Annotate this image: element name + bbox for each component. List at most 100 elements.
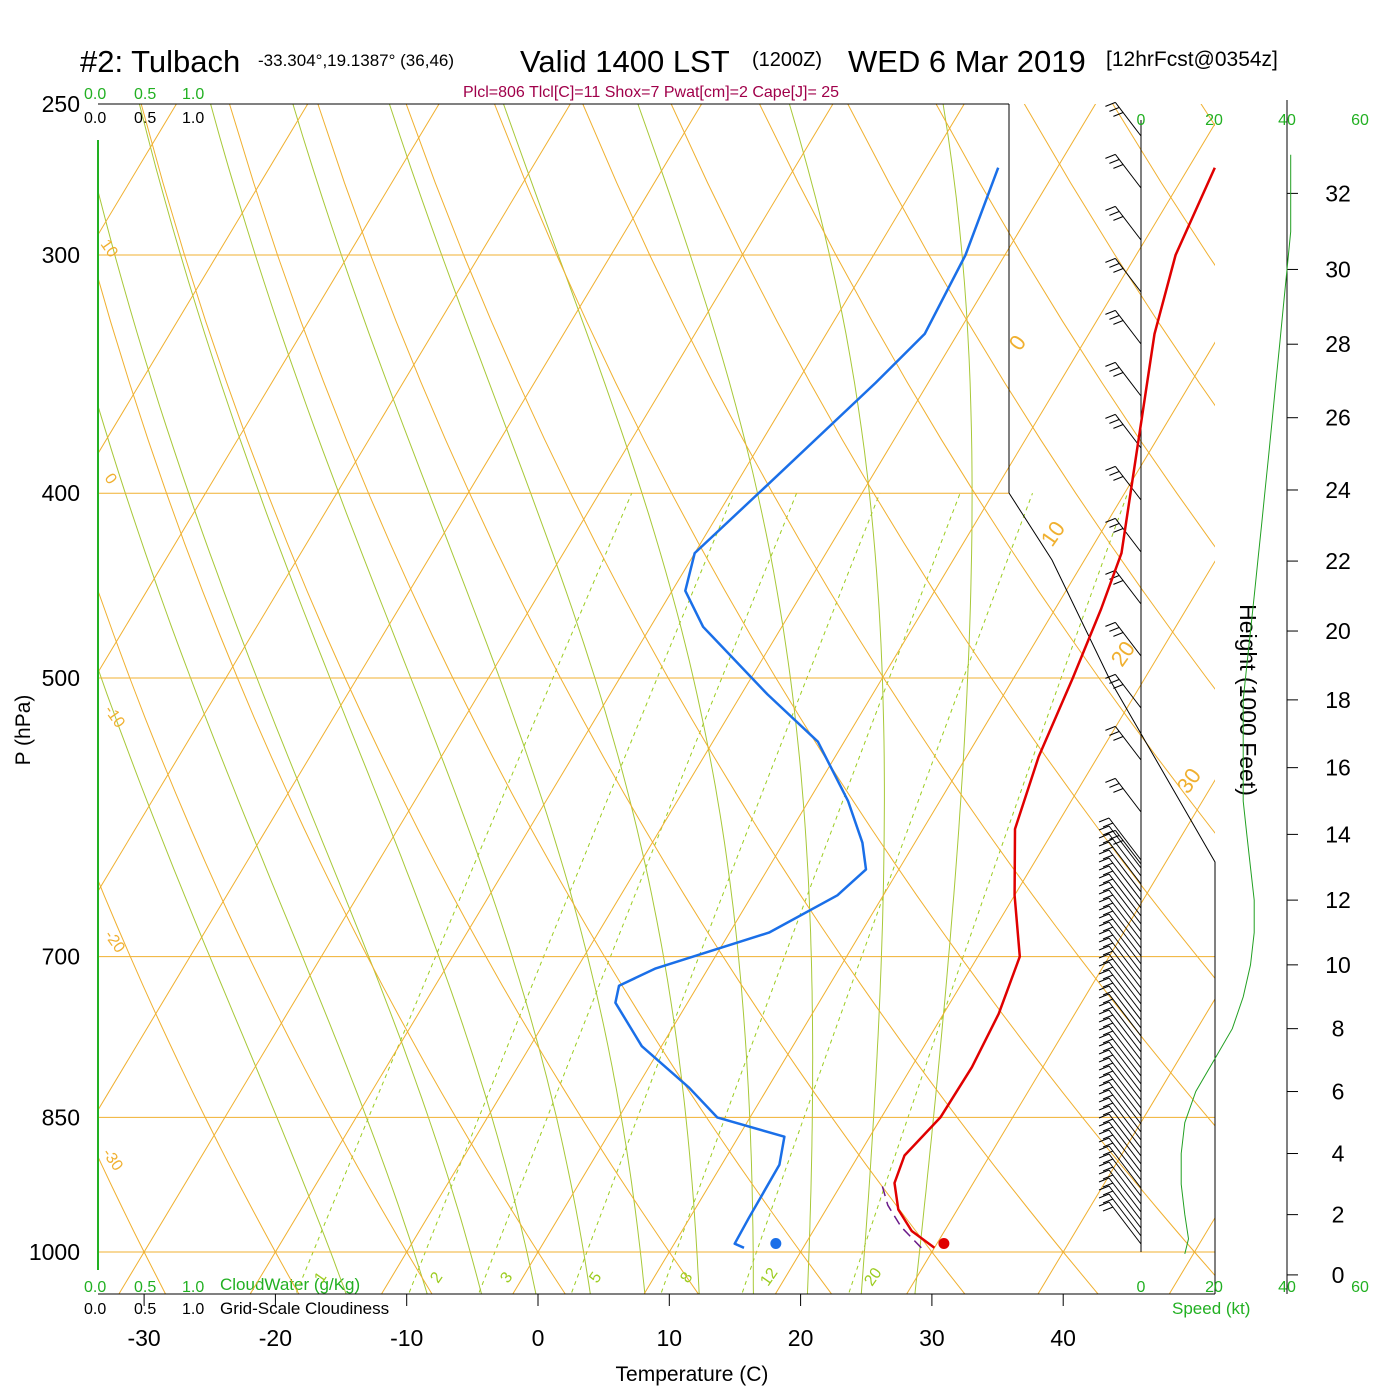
adiabat-labels: 0 10 20 30 (1004, 330, 1207, 797)
cloudwater-tick-0: 0.0 (84, 86, 106, 103)
wind-barb (1105, 413, 1142, 449)
title-forecast: [12hrFcst@0354z] (1106, 48, 1278, 71)
x-tick-label: 30 (919, 1325, 945, 1351)
x-tick-label: -20 (259, 1325, 292, 1351)
title-coords: -33.304°,19.1387° (36,46) (258, 51, 454, 70)
mixing-label-3: 3 (497, 1269, 516, 1286)
x-tick-label: -10 (390, 1325, 423, 1351)
temperature-line (893, 167, 1216, 1249)
wind-barb (1098, 1017, 1142, 1061)
wind-barb (1098, 977, 1142, 1021)
dry-adiabat-line (582, 104, 1215, 1127)
wind-barb (1098, 889, 1142, 933)
isotherm-label-m10: -10 (101, 703, 128, 732)
isotherm-line (1037, 998, 1215, 1294)
height-tick-label: 2 (1332, 1202, 1345, 1228)
surface-markers (770, 1238, 950, 1250)
mixing-ratio-line (848, 493, 1129, 1293)
wind-barb (1098, 1113, 1142, 1157)
wind-speed-profile (1180, 154, 1292, 1255)
y-tick-label: 850 (42, 1104, 80, 1130)
wind-barb (1105, 257, 1142, 293)
wind-barb (1098, 1025, 1142, 1069)
height-tick-label: 16 (1325, 755, 1351, 781)
wind-barb (1098, 1065, 1142, 1109)
wind-barb (1105, 465, 1142, 501)
wind-barb (1098, 1073, 1142, 1117)
moist-adiabat-line (98, 667, 347, 1294)
moist-adiabat-lines (98, 104, 973, 1294)
mixing-ratio-lines (296, 493, 1129, 1293)
cloudwater-bottom-tick-0: 0.0 (84, 1279, 106, 1296)
wind-barb (1098, 1097, 1142, 1141)
mixing-ratio-labels: 1 2 3 5 8 12 20 (311, 1265, 885, 1289)
cloudwater-bottom-tick-1: 0.5 (134, 1279, 156, 1296)
wind-barb (1098, 1177, 1142, 1221)
speed-tick-bottom-20: 20 (1205, 1279, 1223, 1296)
mixing-ratio-line (296, 493, 633, 1293)
isotherm-line (512, 122, 1215, 1294)
mixing-label-2: 2 (427, 1269, 446, 1286)
wind-barb (1105, 777, 1142, 813)
moist-adiabat-line (292, 104, 646, 1294)
mixing-ratio-line (660, 493, 961, 1293)
wind-barb (1098, 1153, 1142, 1197)
height-tick-label: 30 (1325, 256, 1351, 282)
chart-title: #2: Tulbach -33.304°,19.1387° (36,46) Va… (80, 44, 1278, 101)
y-tick-label: 300 (42, 242, 80, 268)
wind-speed-line (1180, 154, 1292, 1255)
cloudiness-bottom-tick-0: 0.0 (84, 1301, 106, 1318)
adiabat-label-30: 30 (1172, 763, 1207, 797)
wind-barb (1098, 897, 1142, 941)
x-tick-label: 10 (657, 1325, 683, 1351)
cloudwater-tick-1: 0.5 (134, 86, 156, 103)
wind-barb (1105, 517, 1142, 553)
dry-adiabat-line (98, 878, 300, 1294)
wind-barb (1098, 985, 1142, 1029)
moist-adiabat-line (914, 104, 973, 1294)
x-tick-label: 40 (1050, 1325, 1076, 1351)
dry-adiabat-line (1023, 104, 1215, 407)
plot-frame (97, 103, 1216, 1295)
wind-barb (1098, 1001, 1142, 1045)
wind-barb (1098, 833, 1142, 877)
y-tick-label: 500 (42, 665, 80, 691)
wind-barb (1105, 101, 1142, 137)
height-tick-label: 18 (1325, 687, 1351, 713)
x-tick-label: 0 (532, 1325, 545, 1351)
cloudiness-bottom-tick-2: 1.0 (182, 1301, 204, 1318)
mixing-ratio-line (478, 493, 798, 1293)
dry-adiabat-line (935, 104, 1215, 548)
wind-barb (1105, 621, 1142, 657)
mixing-label-8: 8 (677, 1269, 696, 1286)
cloudiness-bottom-tick-1: 0.5 (134, 1301, 156, 1318)
wind-barb (1105, 153, 1142, 189)
cloudwater-label: CloudWater (g/Kg) (220, 1275, 360, 1294)
adiabat-label-10: 10 (1036, 516, 1071, 550)
height-tick-label: 10 (1325, 952, 1351, 978)
wind-barb (1098, 1201, 1142, 1245)
dry-adiabat-line (847, 104, 1215, 690)
moist-adiabat-line (502, 104, 754, 1294)
isotherm-line (98, 104, 703, 1111)
height-tick-label: 14 (1325, 821, 1351, 847)
cloudiness-tick-2: 1.0 (182, 110, 204, 127)
speed-axis: 0 20 40 60 0 20 40 60 Speed (kt) (1137, 100, 1369, 1318)
speed-tick-bottom-40: 40 (1278, 1279, 1296, 1296)
adiabat-label-20: 20 (1106, 636, 1141, 670)
wind-barb (1098, 881, 1142, 925)
wind-barb (1105, 361, 1142, 397)
isotherm-line (98, 104, 571, 893)
wind-barb (1098, 961, 1142, 1005)
cloudwater-tick-2: 1.0 (182, 86, 204, 103)
moist-adiabat-line (388, 104, 700, 1294)
isobar-lines (98, 254, 1215, 1253)
wind-barb (1098, 1169, 1142, 1213)
wind-barb (1098, 873, 1142, 917)
adiabat-label-0: 0 (1004, 330, 1032, 354)
wind-barbs (1098, 101, 1142, 1245)
isotherm-line (98, 104, 440, 674)
cloudiness-label: Grid-Scale Cloudiness (220, 1299, 389, 1318)
wind-barb (1098, 953, 1142, 997)
